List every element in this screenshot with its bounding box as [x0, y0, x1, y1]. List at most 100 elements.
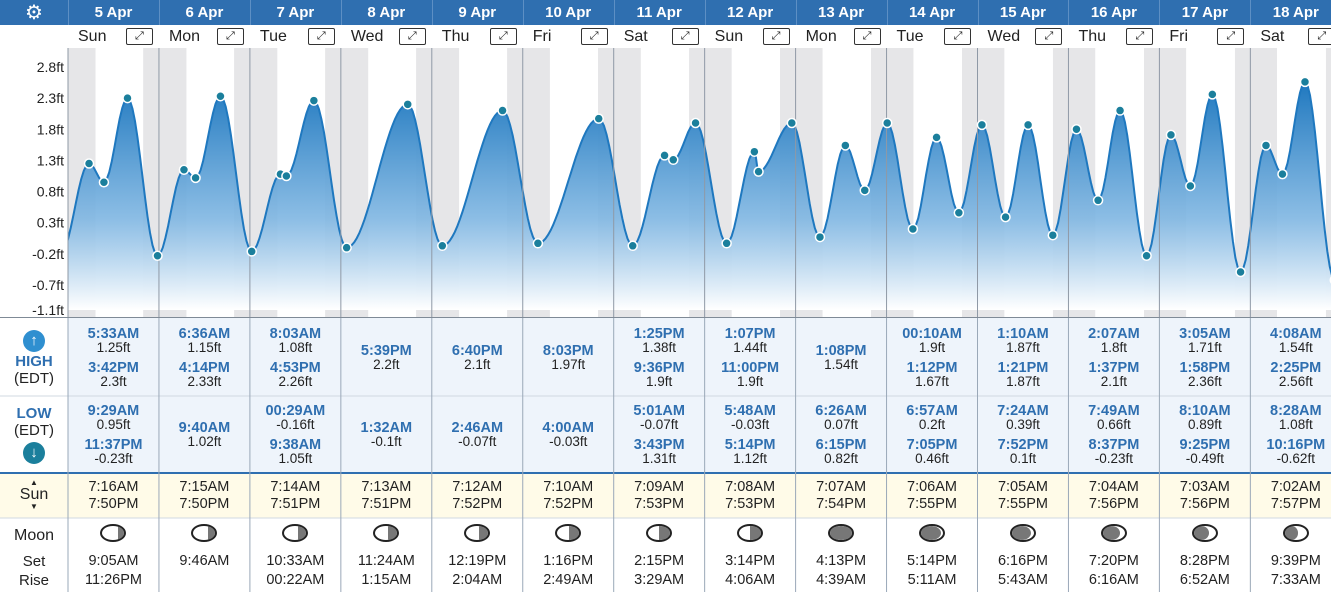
sunrise-time: 7:15AM — [179, 479, 230, 495]
date-label: 17 Apr — [1181, 4, 1228, 21]
tide-point[interactable] — [753, 166, 764, 177]
expand-icon[interactable]: ⤢ — [1217, 28, 1245, 45]
sunset-time: 7:56PM — [1088, 496, 1139, 512]
expand-icon[interactable]: ⤢ — [853, 28, 881, 45]
high-cell: 1:08PM 1.54ft — [796, 344, 887, 378]
low-height: 0.95ft — [96, 417, 131, 432]
y-tick-label: 1.8ft — [37, 121, 64, 137]
expand-icon[interactable]: ⤢ — [671, 28, 699, 45]
tide-point[interactable] — [721, 238, 732, 249]
sun-times: 7:12AM 7:52PM — [432, 479, 523, 513]
tide-point[interactable] — [190, 172, 201, 184]
sunrise-time: 7:03AM — [1179, 479, 1230, 495]
tide-point[interactable] — [122, 92, 133, 104]
expand-icon[interactable]: ⤢ — [1308, 28, 1331, 45]
tide-point[interactable] — [1047, 229, 1059, 241]
expand-icon[interactable]: ⤢ — [580, 28, 608, 45]
expand-icon[interactable]: ⤢ — [1035, 28, 1063, 45]
tide-point[interactable] — [840, 140, 851, 151]
gear-icon[interactable]: ⚙ — [25, 2, 43, 24]
tide-point[interactable] — [1207, 89, 1218, 100]
tide-point[interactable] — [659, 150, 670, 161]
expand-icon[interactable]: ⤢ — [398, 28, 426, 45]
low-cell: 8:28AM 1.08ft 10:16PM -0.62ft — [1250, 404, 1331, 472]
tide-point[interactable] — [1000, 211, 1011, 223]
tide-point[interactable] — [1022, 119, 1034, 131]
expand-icon[interactable]: ⤢ — [216, 28, 244, 45]
tide-point[interactable] — [931, 132, 942, 143]
tide-point[interactable] — [786, 117, 798, 129]
expand-icon[interactable]: ⤢ — [944, 28, 972, 45]
sun-label-text: Sun — [19, 486, 49, 503]
tide-point[interactable] — [749, 146, 760, 157]
low-height: -0.07ft — [640, 417, 679, 432]
low-time: 5:14PM — [724, 437, 776, 453]
y-tick-label: -1.1ft — [32, 302, 64, 318]
tide-point[interactable] — [881, 117, 893, 129]
tide-point[interactable] — [1141, 250, 1152, 262]
sunrise-time: 7:07AM — [816, 479, 867, 495]
high-height: 2.1ft — [464, 357, 491, 372]
tide-point[interactable] — [1299, 76, 1311, 88]
low-cell: 2:46AM -0.07ft — [432, 421, 523, 455]
tide-point[interactable] — [152, 250, 163, 262]
tide-point[interactable] — [1165, 129, 1177, 141]
tide-point[interactable] — [437, 240, 448, 252]
tide-point[interactable] — [98, 176, 110, 188]
tide-point[interactable] — [953, 207, 965, 219]
low-time: 9:29AM — [87, 403, 140, 419]
tide-point[interactable] — [1071, 124, 1082, 135]
low-cell: 7:24AM 0.39ft 7:52PM 0.1ft — [978, 404, 1069, 472]
tide-point[interactable] — [308, 95, 320, 106]
tide-point[interactable] — [178, 164, 190, 176]
tide-point[interactable] — [1114, 105, 1126, 116]
expand-icon[interactable]: ⤢ — [307, 28, 335, 45]
header-divider — [886, 0, 888, 25]
header-divider — [431, 0, 433, 25]
tide-point[interactable] — [215, 90, 226, 102]
tide-point[interactable] — [83, 158, 95, 169]
tide-point[interactable] — [497, 105, 508, 116]
tide-point[interactable] — [1277, 168, 1288, 180]
tide-point[interactable] — [402, 99, 413, 110]
tide-point[interactable] — [1092, 195, 1104, 206]
tide-point[interactable] — [627, 240, 638, 252]
tide-point[interactable] — [341, 242, 352, 253]
tide-point[interactable] — [907, 223, 919, 235]
weekday-label: Mon — [168, 28, 201, 45]
low-down-icon[interactable]: ↓ — [0, 442, 68, 464]
moon-cell: 1:16PM 2:49AM — [523, 524, 614, 591]
tide-point[interactable] — [246, 246, 257, 257]
tide-point[interactable] — [1260, 140, 1272, 151]
date-label: 8 Apr — [367, 4, 406, 21]
weekday-row: Sun ⤢ Mon ⤢ Tue ⤢ Wed ⤢ Thu ⤢ Fri ⤢ Sat ⤢ Sun ⤢ Mon ⤢ Tue ⤢… — [0, 25, 1331, 48]
expand-icon[interactable]: ⤢ — [125, 28, 153, 45]
tide-point[interactable] — [976, 119, 988, 131]
sun-times: 7:08AM 7:53PM — [705, 479, 796, 513]
low-time: 8:10AM — [1179, 403, 1231, 419]
tide-point[interactable] — [1185, 180, 1196, 192]
low-height: -0.49ft — [1185, 451, 1224, 466]
date-label: 12 Apr — [727, 4, 774, 21]
tide-point[interactable] — [532, 238, 544, 249]
expand-icon[interactable]: ⤢ — [489, 28, 517, 45]
low-height: 1.02ft — [187, 434, 222, 449]
tide-point[interactable] — [859, 185, 871, 196]
high-up-icon[interactable]: ↑ — [0, 330, 68, 352]
tide-point[interactable] — [281, 170, 292, 182]
expand-icon[interactable]: ⤢ — [762, 28, 790, 45]
high-cell: 1:25PM 1.38ft 9:36PM 1.9ft — [614, 327, 705, 395]
high-height: 1.9ft — [646, 374, 673, 389]
high-time: 11:00PM — [721, 360, 780, 376]
low-height: 0.66ft — [1097, 417, 1131, 432]
table-grid — [0, 318, 1331, 592]
moon-set-label: Set — [22, 553, 46, 570]
low-height: 0.82ft — [824, 451, 858, 466]
tide-point[interactable] — [668, 154, 679, 166]
tide-point[interactable] — [690, 117, 701, 129]
tide-point[interactable] — [814, 231, 826, 243]
expand-icon[interactable]: ⤢ — [1126, 28, 1154, 45]
tide-point[interactable] — [1235, 266, 1246, 278]
tide-point[interactable] — [593, 113, 604, 124]
high-height: 1.8ft — [1100, 340, 1128, 355]
